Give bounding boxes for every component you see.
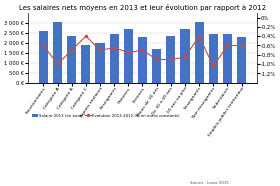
Bar (124, 29, 133, 83)
Text: Source : Insee 2015: Source : Insee 2015 (190, 181, 229, 185)
Bar (180, 29, 190, 83)
Bar (223, 34, 232, 83)
Bar (152, 49, 161, 83)
Bar (81, 45, 90, 83)
Bar (138, 37, 147, 83)
Bar (209, 34, 218, 83)
Bar (39, 31, 48, 83)
Bar (109, 34, 119, 83)
Bar (53, 22, 62, 83)
Bar (67, 36, 76, 83)
Bar (195, 22, 204, 83)
Bar (237, 37, 246, 83)
Legend: Salaire 2013 (en euro), Évolution 2013-2012 (% en euros constants): Salaire 2013 (en euro), Évolution 2013-2… (31, 112, 181, 119)
Bar (95, 43, 105, 83)
Bar (166, 36, 175, 83)
Title: Les salaires nets moyens en 2013 et leur évolution par rapport à 2012: Les salaires nets moyens en 2013 et leur… (19, 4, 266, 11)
